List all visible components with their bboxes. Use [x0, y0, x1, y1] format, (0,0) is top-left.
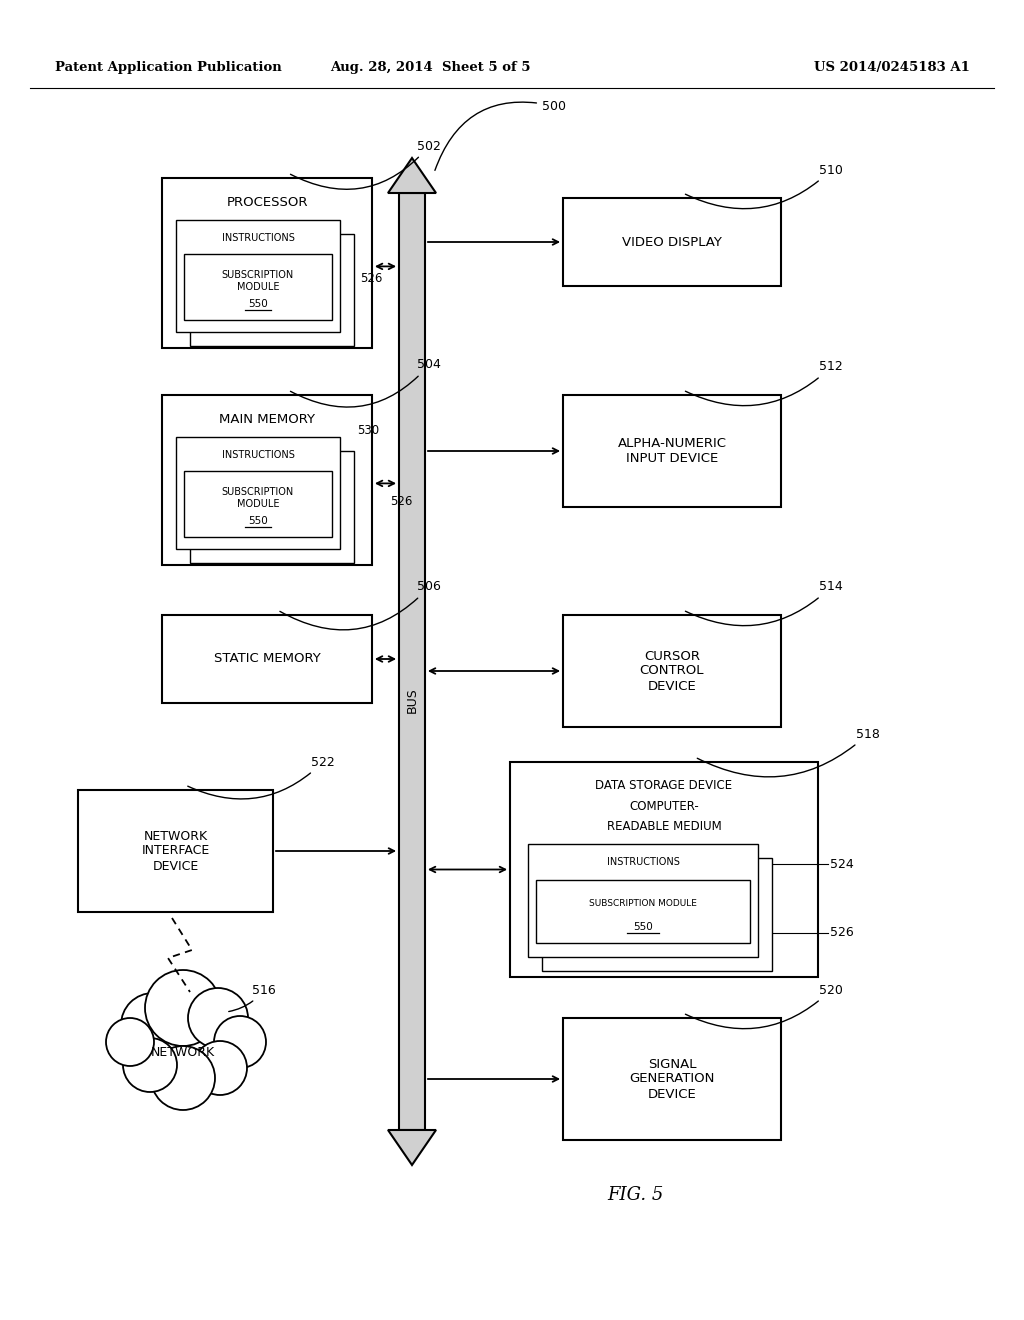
Text: COMPUTER-: COMPUTER-	[629, 800, 698, 813]
Text: US 2014/0245183 A1: US 2014/0245183 A1	[814, 62, 970, 74]
Bar	[184, 471, 332, 537]
Bar	[190, 234, 354, 346]
Bar	[78, 789, 273, 912]
Text: INSTRUCTIONS: INSTRUCTIONS	[606, 857, 680, 867]
Text: 526: 526	[390, 495, 413, 508]
Text: 550: 550	[633, 921, 653, 932]
Text: INSTRUCTIONS: INSTRUCTIONS	[221, 234, 295, 243]
Text: 516: 516	[228, 983, 275, 1011]
Text: 500: 500	[435, 99, 566, 170]
Text: STATIC MEMORY: STATIC MEMORY	[214, 652, 321, 665]
Text: 550: 550	[248, 516, 268, 525]
Text: 512: 512	[685, 360, 843, 405]
Text: CURSOR
CONTROL
DEVICE: CURSOR CONTROL DEVICE	[640, 649, 705, 693]
Polygon shape	[388, 1130, 436, 1166]
Bar	[399, 193, 425, 1130]
Circle shape	[106, 1018, 154, 1067]
Text: NETWORK
INTERFACE
DEVICE: NETWORK INTERFACE DEVICE	[141, 829, 210, 873]
Bar	[542, 858, 772, 972]
Bar	[190, 451, 354, 564]
Text: 524: 524	[830, 858, 854, 870]
Text: 530: 530	[357, 424, 379, 437]
Text: SUBSCRIPTION
MODULE: SUBSCRIPTION MODULE	[222, 487, 294, 508]
Text: Patent Application Publication: Patent Application Publication	[55, 62, 282, 74]
Text: 526: 526	[360, 272, 382, 285]
Text: INSTRUCTIONS: INSTRUCTIONS	[221, 450, 295, 459]
Text: PROCESSOR: PROCESSOR	[226, 195, 308, 209]
Text: 520: 520	[685, 983, 843, 1028]
Bar	[162, 178, 372, 348]
Text: Aug. 28, 2014  Sheet 5 of 5: Aug. 28, 2014 Sheet 5 of 5	[330, 62, 530, 74]
Circle shape	[145, 970, 221, 1045]
Polygon shape	[388, 158, 436, 193]
Text: 514: 514	[685, 581, 843, 626]
Text: 510: 510	[685, 164, 843, 209]
Text: VIDEO DISPLAY: VIDEO DISPLAY	[622, 235, 722, 248]
Text: 522: 522	[187, 755, 335, 799]
Text: SIGNAL
GENERATION
DEVICE: SIGNAL GENERATION DEVICE	[630, 1057, 715, 1101]
Text: NETWORK: NETWORK	[151, 1047, 215, 1060]
Bar	[162, 615, 372, 704]
Text: 526: 526	[830, 927, 854, 940]
Bar	[563, 615, 781, 727]
Text: 550: 550	[248, 300, 268, 309]
Text: ALPHA-NUMERIC
INPUT DEVICE: ALPHA-NUMERIC INPUT DEVICE	[617, 437, 726, 465]
Text: SUBSCRIPTION MODULE: SUBSCRIPTION MODULE	[589, 899, 697, 908]
Text: 504: 504	[291, 359, 441, 407]
Bar	[563, 1018, 781, 1140]
Text: BUS: BUS	[406, 688, 419, 713]
Text: 502: 502	[291, 140, 441, 189]
Text: SUBSCRIPTION
MODULE: SUBSCRIPTION MODULE	[222, 271, 294, 292]
Text: FIG. 5: FIG. 5	[607, 1185, 664, 1204]
Text: DATA STORAGE DEVICE: DATA STORAGE DEVICE	[595, 779, 732, 792]
Bar	[176, 220, 340, 333]
Bar	[536, 880, 750, 942]
Bar	[510, 762, 818, 977]
Circle shape	[193, 1041, 247, 1096]
Circle shape	[214, 1016, 266, 1068]
Bar	[184, 253, 332, 319]
Text: 506: 506	[280, 581, 441, 630]
Bar	[162, 395, 372, 565]
Bar	[176, 437, 340, 549]
Text: 518: 518	[697, 727, 880, 777]
Circle shape	[123, 1038, 177, 1092]
Text: MAIN MEMORY: MAIN MEMORY	[219, 413, 315, 426]
Circle shape	[151, 1045, 215, 1110]
Circle shape	[188, 987, 248, 1048]
Bar	[528, 843, 758, 957]
Bar	[563, 395, 781, 507]
Circle shape	[121, 993, 185, 1057]
Text: READABLE MEDIUM: READABLE MEDIUM	[606, 820, 721, 833]
Bar	[563, 198, 781, 286]
